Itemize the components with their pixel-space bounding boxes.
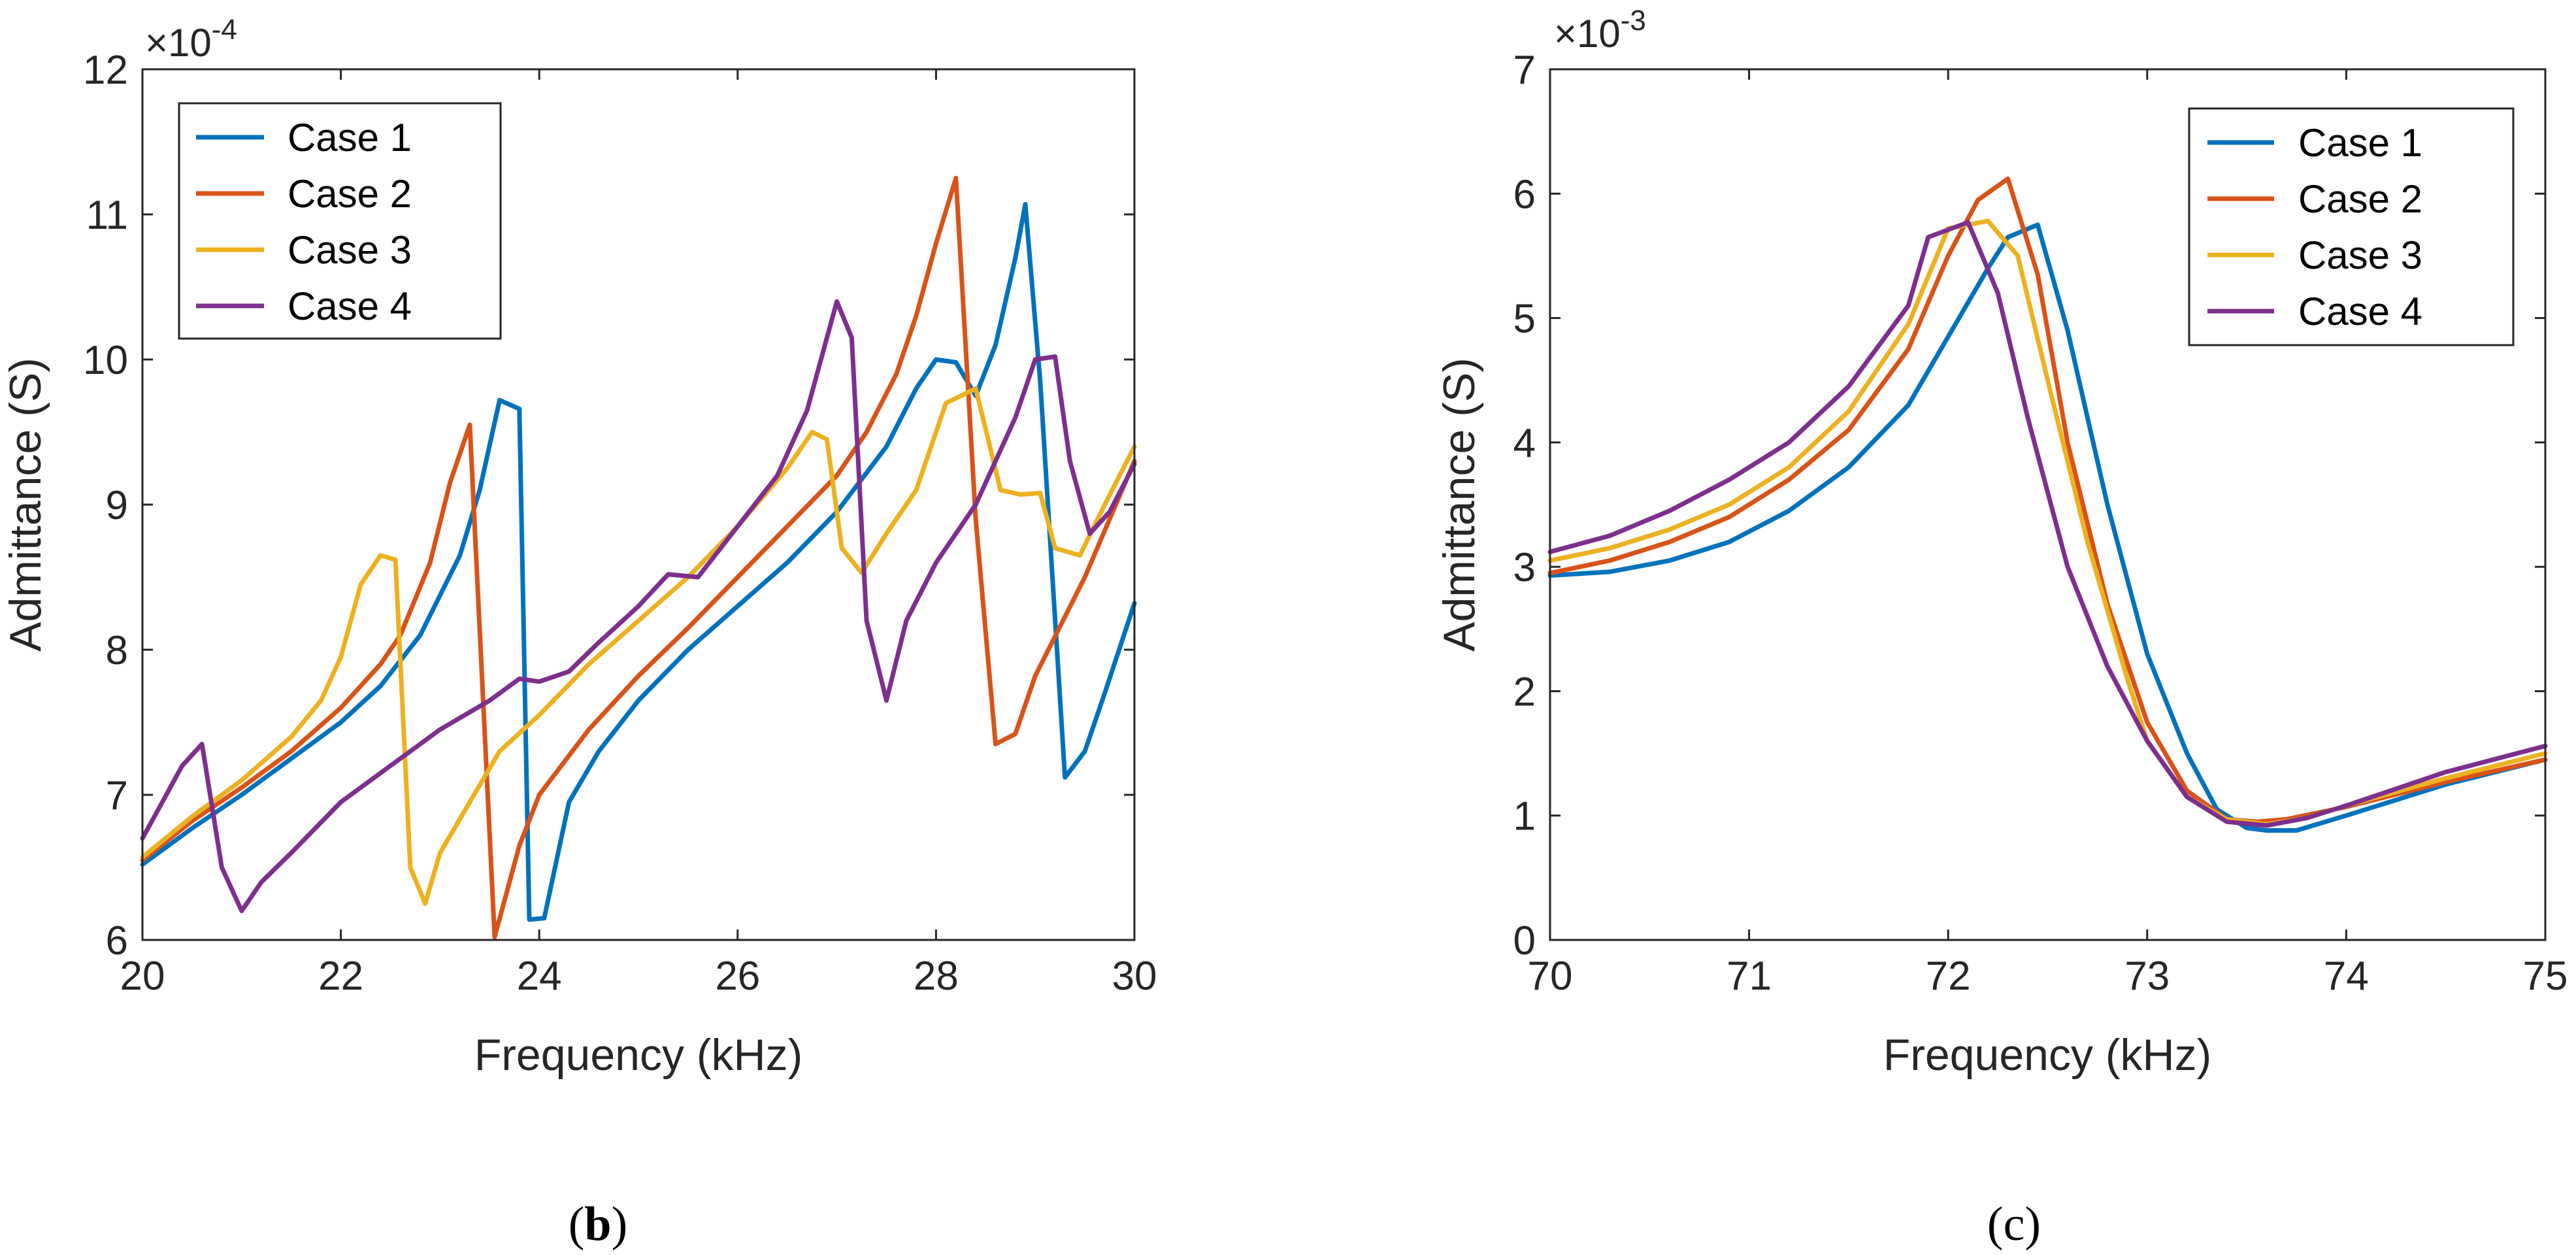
series-line-case-2 — [140, 176, 1137, 940]
x-tick-label: 70 — [1528, 954, 1573, 999]
chart-panel-c: 70 71 72 73 74 75 0 1 2 3 4 5 6 7 ×10-3 Frequency (kH… — [1434, 5, 2568, 1251]
scale-exponent-b: -4 — [212, 14, 237, 46]
y-tick-label: 6 — [1513, 172, 1536, 217]
legend-box-b — [178, 102, 502, 340]
legend-label-case-2: Case 2 — [288, 172, 412, 216]
x-tick-label: 74 — [2324, 954, 2369, 999]
x-tick-label: 26 — [715, 954, 760, 999]
y-tick-label: 3 — [1513, 545, 1536, 590]
series-line-case-1 — [140, 202, 1137, 922]
y-tick-label: 6 — [106, 918, 128, 963]
y-tick-label: 4 — [1513, 421, 1536, 466]
series-line-case-2 — [1547, 176, 2548, 824]
legend-label-case-3: Case 3 — [2298, 233, 2422, 277]
y-tick-label: 11 — [86, 193, 128, 238]
legend-c: Case 1 Case 2 Case 3 Case 4 — [2188, 107, 2515, 346]
x-tick-label: 73 — [2124, 954, 2170, 999]
y-tick-label: 7 — [1513, 48, 1536, 93]
tick-labels-b: 20 22 24 26 28 30 6 7 8 9 10 11 12 — [83, 48, 1157, 999]
y-tick-label: 2 — [1513, 669, 1536, 714]
x-axis-label-b: Frequency (kHz) — [474, 1030, 803, 1080]
axes-box-b — [141, 68, 1136, 941]
y-tick-label: 12 — [83, 48, 128, 93]
y-tick-label: 1 — [1513, 794, 1536, 839]
axes-box-c — [1549, 68, 2547, 941]
x-tick-label: 30 — [1112, 954, 1157, 999]
series-line-case-4 — [1547, 220, 2548, 828]
series-line-case-4 — [140, 299, 1137, 914]
panel-label-b: (b) — [569, 1197, 627, 1251]
scale-base-c: ×10 — [1554, 12, 1621, 56]
legend-label-case-2: Case 2 — [2298, 177, 2422, 221]
x-tick-label: 71 — [1726, 954, 1772, 999]
legend-box-c — [2188, 107, 2515, 346]
y-tick-label: 9 — [106, 483, 128, 528]
y-tick-label: 5 — [1513, 297, 1536, 342]
x-tick-label: 28 — [914, 954, 959, 999]
y-tick-label: 8 — [106, 628, 128, 673]
y-axis-label-b: Admittance (S) — [1, 358, 50, 652]
series-line-case-1 — [1547, 222, 2548, 833]
series-group-c — [1547, 176, 2548, 833]
legend-label-case-1: Case 1 — [288, 116, 412, 159]
chart-panel-b: 20 22 24 26 28 30 6 7 8 9 10 11 12 ×10-4 Frequency (… — [1, 14, 1157, 1251]
y-axis-label-c: Admittance (S) — [1434, 358, 1484, 652]
y-tick-label: 10 — [83, 338, 128, 383]
scale-base-b: ×10 — [145, 21, 212, 65]
x-axis-label-c: Frequency (kHz) — [1883, 1030, 2212, 1080]
x-tick-label: 24 — [517, 954, 562, 999]
tick-labels-c: 70 71 72 73 74 75 0 1 2 3 4 5 6 7 — [1513, 48, 2568, 999]
x-tick-label: 22 — [318, 954, 363, 999]
legend-label-case-3: Case 3 — [288, 228, 412, 272]
legend-label-case-1: Case 1 — [2298, 121, 2422, 165]
x-tick-label: 72 — [1926, 954, 1971, 999]
y-tick-label: 0 — [1513, 918, 1536, 963]
series-group-b — [140, 176, 1137, 940]
x-tick-label: 20 — [120, 954, 165, 999]
scale-exponent-c: -3 — [1621, 5, 1646, 37]
legend-label-case-4: Case 4 — [288, 284, 412, 328]
legend-items-b: Case 1 Case 2 Case 3 Case 4 — [196, 116, 412, 328]
axis-scale-factor-c: ×10-3 — [1554, 5, 1646, 56]
axis-scale-factor-b: ×10-4 — [145, 14, 237, 65]
panel-label-c: (c) — [1987, 1197, 2041, 1251]
legend-items-c: Case 1 Case 2 Case 3 Case 4 — [2207, 121, 2422, 333]
x-tick-label: 75 — [2523, 954, 2568, 999]
y-tick-label: 7 — [106, 773, 128, 818]
legend-b: Case 1 Case 2 Case 3 Case 4 — [178, 102, 502, 340]
legend-label-case-4: Case 4 — [2298, 290, 2422, 333]
